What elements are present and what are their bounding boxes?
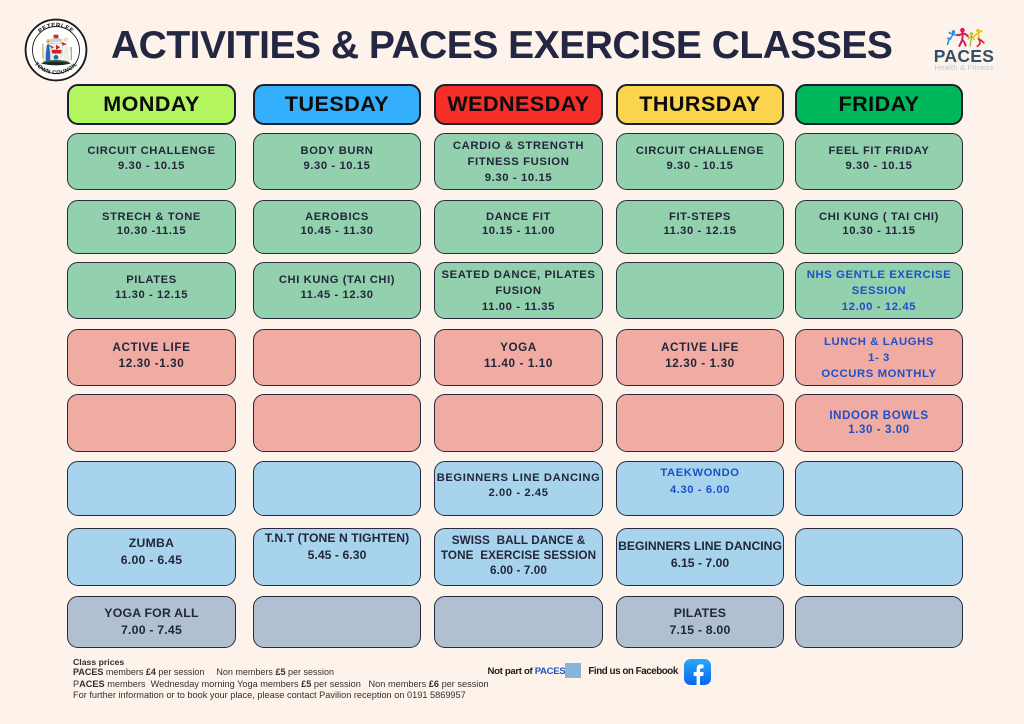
svg-text:Health & Fitness: Health & Fitness [935, 63, 994, 72]
svg-text:PACES: PACES [934, 46, 995, 66]
svg-text:PETERLEE: PETERLEE [38, 23, 75, 35]
